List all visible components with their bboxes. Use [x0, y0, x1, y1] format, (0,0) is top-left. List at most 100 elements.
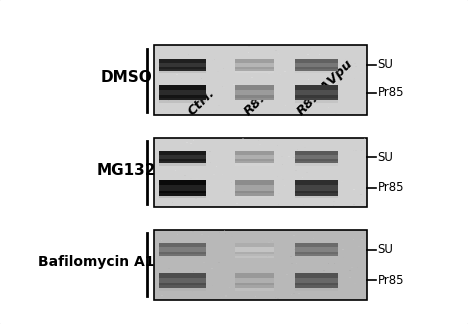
- Bar: [159, 254, 205, 258]
- Bar: [159, 98, 205, 103]
- Bar: [157, 179, 158, 180]
- Bar: [279, 112, 280, 113]
- Bar: [295, 170, 297, 171]
- Bar: [270, 187, 271, 188]
- Bar: [270, 153, 271, 154]
- Bar: [181, 70, 183, 71]
- Bar: [330, 70, 331, 71]
- Text: R8.2ΔVpu: R8.2ΔVpu: [294, 57, 355, 118]
- Text: Pr85: Pr85: [378, 86, 404, 99]
- Bar: [270, 185, 271, 186]
- Bar: [222, 175, 223, 176]
- Bar: [190, 246, 191, 247]
- Bar: [295, 155, 337, 159]
- Bar: [294, 153, 295, 154]
- Bar: [219, 105, 220, 106]
- Bar: [295, 254, 337, 258]
- Bar: [293, 293, 295, 294]
- Bar: [353, 189, 355, 190]
- Bar: [307, 278, 309, 279]
- Bar: [339, 247, 340, 248]
- Bar: [272, 240, 273, 241]
- Bar: [259, 98, 260, 99]
- Bar: [291, 263, 292, 264]
- Bar: [162, 109, 163, 110]
- Bar: [286, 274, 288, 275]
- Bar: [360, 194, 362, 195]
- Bar: [186, 280, 188, 281]
- Bar: [154, 45, 367, 115]
- Bar: [219, 232, 220, 233]
- Bar: [278, 204, 279, 205]
- Bar: [161, 277, 163, 278]
- Bar: [235, 63, 274, 67]
- Bar: [295, 278, 337, 283]
- Bar: [229, 287, 230, 288]
- Bar: [281, 176, 282, 177]
- Bar: [202, 196, 204, 197]
- Bar: [218, 262, 219, 263]
- Bar: [241, 181, 242, 182]
- Bar: [193, 180, 195, 181]
- Bar: [333, 65, 335, 66]
- Bar: [235, 193, 274, 198]
- Bar: [159, 161, 205, 166]
- Bar: [159, 155, 205, 159]
- Bar: [176, 174, 177, 175]
- Bar: [328, 263, 329, 264]
- Bar: [293, 157, 295, 158]
- Bar: [231, 236, 233, 237]
- Text: R8.2: R8.2: [241, 85, 274, 118]
- Bar: [295, 180, 337, 195]
- Bar: [281, 156, 283, 157]
- Bar: [356, 159, 357, 160]
- Bar: [184, 175, 186, 176]
- Bar: [328, 107, 329, 108]
- Bar: [333, 201, 335, 202]
- Bar: [171, 66, 172, 67]
- Bar: [174, 254, 176, 255]
- Bar: [277, 155, 278, 156]
- Bar: [249, 200, 251, 201]
- Bar: [350, 270, 351, 271]
- Bar: [295, 185, 337, 191]
- Bar: [271, 64, 272, 65]
- Bar: [159, 59, 205, 71]
- Bar: [212, 61, 213, 62]
- Bar: [159, 193, 205, 198]
- Bar: [203, 274, 205, 275]
- Bar: [341, 181, 343, 182]
- Bar: [297, 278, 298, 279]
- Bar: [159, 63, 205, 67]
- Bar: [275, 112, 277, 113]
- Bar: [343, 257, 344, 258]
- Bar: [314, 184, 315, 185]
- Bar: [277, 298, 278, 299]
- Bar: [353, 204, 355, 205]
- Bar: [159, 151, 205, 164]
- Bar: [191, 71, 192, 72]
- Bar: [176, 74, 177, 75]
- Bar: [361, 239, 363, 240]
- Bar: [242, 138, 244, 139]
- Bar: [222, 86, 223, 87]
- Bar: [161, 295, 163, 296]
- Bar: [354, 283, 356, 284]
- Bar: [235, 285, 274, 291]
- Bar: [176, 234, 178, 235]
- Bar: [225, 233, 226, 234]
- Bar: [277, 145, 278, 146]
- Bar: [235, 155, 274, 159]
- Bar: [302, 177, 303, 178]
- Bar: [157, 286, 158, 287]
- Bar: [310, 48, 311, 49]
- Bar: [237, 59, 238, 60]
- Bar: [170, 297, 171, 298]
- Bar: [319, 54, 321, 55]
- Bar: [165, 94, 166, 95]
- Bar: [253, 94, 255, 95]
- Bar: [299, 89, 300, 90]
- Bar: [357, 141, 358, 142]
- Bar: [295, 98, 337, 103]
- Bar: [358, 246, 359, 247]
